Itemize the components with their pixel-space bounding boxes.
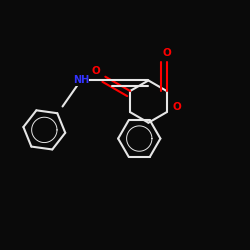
- Text: O: O: [162, 48, 171, 58]
- Text: NH: NH: [73, 76, 89, 86]
- Text: O: O: [173, 102, 182, 112]
- Text: O: O: [92, 66, 100, 76]
